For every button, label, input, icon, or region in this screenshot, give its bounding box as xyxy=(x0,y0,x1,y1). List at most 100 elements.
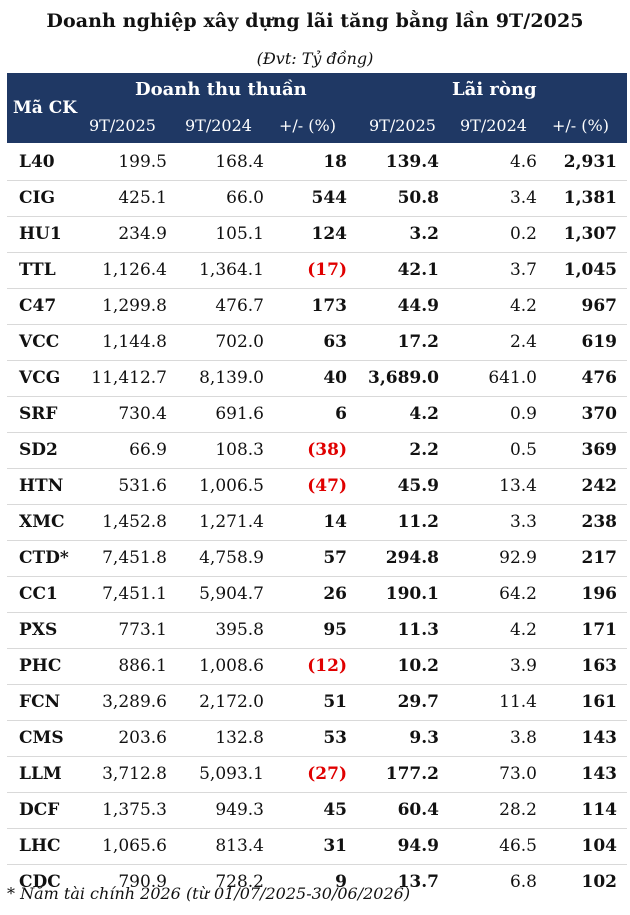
cell-revenue-2025: 1,144.8 xyxy=(102,332,167,352)
cell-net-profit-2025: 42.1 xyxy=(397,260,439,280)
table-body: L40 199.5 168.4 18 139.4 4.6 2,931 CIG 425.1 66.0… xyxy=(7,145,627,900)
table-row: PHC 886.1 1,008.6 (12) 10.2 3.9 163 xyxy=(7,649,627,685)
table-row: XMC 1,452.8 1,271.4 14 11.2 3.3 238 xyxy=(7,505,627,541)
cell-net-profit-change: 1,307 xyxy=(563,224,617,244)
header-np-2025: 9T/2025 xyxy=(369,116,436,135)
cell-revenue-2024: 1,008.6 xyxy=(199,656,264,676)
cell-revenue-change: 40 xyxy=(323,368,347,388)
cell-ticker: LLM xyxy=(19,764,62,784)
table-row: LHC 1,065.6 813.4 31 94.9 46.5 104 xyxy=(7,829,627,865)
cell-revenue-2025: 7,451.8 xyxy=(102,548,167,568)
unit-note: (Đvt: Tỷ đồng) xyxy=(256,49,374,68)
cell-ticker: SD2 xyxy=(19,440,58,460)
cell-ticker: SRF xyxy=(19,404,58,424)
table-row: CDC 790.9 728.2 9 13.7 6.8 102 xyxy=(7,865,627,900)
cell-revenue-2025: 531.6 xyxy=(118,476,167,496)
cell-net-profit-2025: 11.3 xyxy=(397,620,439,640)
cell-net-profit-2025: 2.2 xyxy=(409,440,439,460)
cell-ticker: PXS xyxy=(19,620,58,640)
cell-net-profit-change: 143 xyxy=(581,764,618,784)
cell-revenue-2025: 425.1 xyxy=(118,188,167,208)
cell-ticker: PHC xyxy=(19,656,62,676)
cell-ticker: CMS xyxy=(19,728,64,748)
cell-net-profit-2025: 13.7 xyxy=(397,872,439,892)
table-row: SRF 730.4 691.6 6 4.2 0.9 370 xyxy=(7,397,627,433)
cell-net-profit-2025: 294.8 xyxy=(385,548,439,568)
cell-net-profit-2025: 29.7 xyxy=(397,692,439,712)
cell-net-profit-change: 163 xyxy=(581,656,618,676)
cell-revenue-change: 51 xyxy=(323,692,347,712)
cell-net-profit-change: 1,045 xyxy=(563,260,617,280)
cell-ticker: CC1 xyxy=(19,584,58,604)
cell-net-profit-change: 102 xyxy=(581,872,618,892)
cell-net-profit-2025: 190.1 xyxy=(385,584,439,604)
cell-revenue-2024: 702.0 xyxy=(215,332,264,352)
cell-ticker: HTN xyxy=(19,476,64,496)
cell-revenue-2025: 1,126.4 xyxy=(102,260,167,280)
cell-net-profit-2025: 3.2 xyxy=(409,224,439,244)
cell-revenue-change: 9 xyxy=(335,872,347,892)
cell-net-profit-change: 619 xyxy=(581,332,618,352)
cell-net-profit-2024: 46.5 xyxy=(499,836,537,856)
cell-net-profit-change: 238 xyxy=(581,512,618,532)
cell-revenue-2024: 108.3 xyxy=(215,440,264,460)
cell-net-profit-change: 171 xyxy=(581,620,618,640)
table-row: HU1 234.9 105.1 124 3.2 0.2 1,307 xyxy=(7,217,627,253)
cell-revenue-2024: 4,758.9 xyxy=(199,548,264,568)
table-row: CC1 7,451.1 5,904.7 26 190.1 64.2 196 xyxy=(7,577,627,613)
cell-revenue-change: (47) xyxy=(307,476,347,496)
cell-net-profit-change: 161 xyxy=(581,692,618,712)
cell-net-profit-2025: 60.4 xyxy=(397,800,439,820)
header-np-2024: 9T/2024 xyxy=(460,116,527,135)
cell-revenue-2025: 1,065.6 xyxy=(102,836,167,856)
table-row: VCG 11,412.7 8,139.0 40 3,689.0 641.0 476 xyxy=(7,361,627,397)
cell-revenue-2024: 5,904.7 xyxy=(199,584,264,604)
cell-ticker: CTD* xyxy=(19,548,69,568)
cell-ticker: CDC xyxy=(19,872,61,892)
header-revenue-group: Doanh thu thuần xyxy=(135,79,307,100)
cell-revenue-change: 124 xyxy=(311,224,348,244)
cell-ticker: XMC xyxy=(19,512,65,532)
cell-net-profit-2024: 92.9 xyxy=(499,548,537,568)
cell-net-profit-2025: 45.9 xyxy=(397,476,439,496)
cell-revenue-change: 63 xyxy=(323,332,347,352)
cell-revenue-2024: 949.3 xyxy=(215,800,264,820)
table-row: DCF 1,375.3 949.3 45 60.4 28.2 114 xyxy=(7,793,627,829)
cell-revenue-change: 14 xyxy=(323,512,347,532)
cell-net-profit-change: 143 xyxy=(581,728,618,748)
cell-net-profit-2024: 641.0 xyxy=(488,368,537,388)
table-row: FCN 3,289.6 2,172.0 51 29.7 11.4 161 xyxy=(7,685,627,721)
header-np-change: +/- (%) xyxy=(552,116,609,135)
table-row: PXS 773.1 395.8 95 11.3 4.2 171 xyxy=(7,613,627,649)
cell-revenue-2025: 199.5 xyxy=(118,152,167,172)
cell-net-profit-2025: 94.9 xyxy=(397,836,439,856)
table-row: TTL 1,126.4 1,364.1 (17) 42.1 3.7 1,045 xyxy=(7,253,627,289)
cell-net-profit-change: 967 xyxy=(581,296,618,316)
cell-net-profit-2025: 9.3 xyxy=(409,728,439,748)
cell-net-profit-2024: 0.5 xyxy=(509,440,537,460)
cell-revenue-change: 6 xyxy=(335,404,347,424)
cell-revenue-change: (27) xyxy=(307,764,347,784)
page-title: Doanh nghiệp xây dựng lãi tăng bằng lần … xyxy=(46,10,584,32)
cell-ticker: VCG xyxy=(19,368,61,388)
table-row: LLM 3,712.8 5,093.1 (27) 177.2 73.0 143 xyxy=(7,757,627,793)
header-rev-2024: 9T/2024 xyxy=(185,116,252,135)
cell-revenue-change: 18 xyxy=(323,152,347,172)
cell-net-profit-2025: 139.4 xyxy=(385,152,439,172)
cell-revenue-2024: 132.8 xyxy=(215,728,264,748)
cell-revenue-2025: 66.9 xyxy=(129,440,167,460)
table-header: Mã CK Doanh thu thuần Lãi ròng 9T/2025 9… xyxy=(7,73,627,143)
cell-net-profit-2024: 2.4 xyxy=(509,332,537,352)
cell-net-profit-change: 242 xyxy=(581,476,618,496)
cell-ticker: C47 xyxy=(19,296,57,316)
cell-net-profit-2024: 4.6 xyxy=(509,152,537,172)
cell-ticker: TTL xyxy=(19,260,56,280)
table-row: CTD* 7,451.8 4,758.9 57 294.8 92.9 217 xyxy=(7,541,627,577)
cell-net-profit-2024: 6.8 xyxy=(509,872,537,892)
cell-net-profit-2024: 3.9 xyxy=(509,656,537,676)
footnote: * Năm tài chính 2026 (từ 01/07/2025-30/0… xyxy=(7,884,411,903)
cell-net-profit-change: 196 xyxy=(581,584,618,604)
cell-revenue-change: 544 xyxy=(311,188,348,208)
cell-net-profit-2024: 73.0 xyxy=(499,764,537,784)
cell-revenue-2024: 1,364.1 xyxy=(199,260,264,280)
